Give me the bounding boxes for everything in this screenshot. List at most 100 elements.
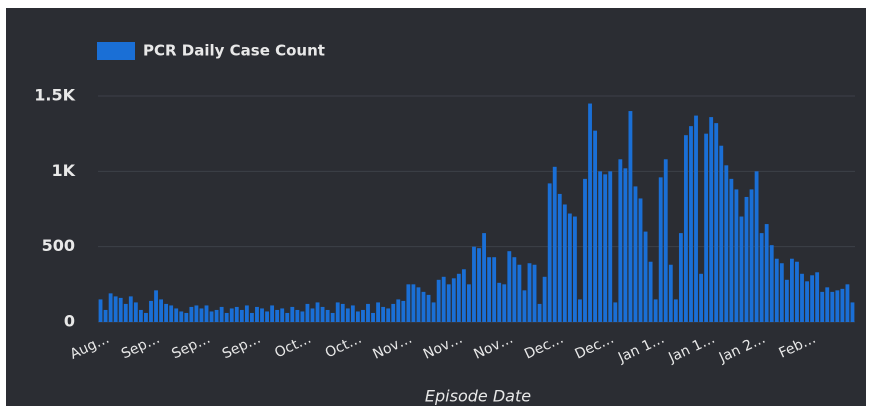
- bar: [537, 303, 542, 322]
- bar: [552, 166, 557, 322]
- bar: [628, 111, 633, 322]
- bar: [704, 133, 709, 322]
- bar: [361, 309, 365, 322]
- bar: [391, 303, 396, 322]
- bar: [759, 233, 764, 322]
- bar: [265, 311, 269, 322]
- bar: [401, 300, 406, 322]
- bar: [103, 309, 108, 322]
- bar: [174, 308, 179, 322]
- bar: [280, 308, 285, 322]
- bar: [562, 204, 567, 322]
- bar: [547, 183, 552, 322]
- bar: [663, 159, 668, 322]
- bar: [714, 123, 719, 323]
- bar: [779, 263, 784, 322]
- bar: [734, 189, 739, 322]
- bar: [371, 312, 375, 322]
- bar: [603, 174, 608, 322]
- bar: [451, 278, 456, 322]
- bar: [244, 305, 249, 322]
- bar: [557, 193, 562, 322]
- bar: [310, 308, 315, 322]
- bar: [850, 302, 855, 322]
- bar: [532, 264, 537, 322]
- bar: [199, 308, 204, 322]
- bar: [522, 290, 527, 322]
- bar: [684, 135, 688, 322]
- bar: [154, 290, 158, 322]
- bar: [805, 281, 809, 322]
- bar: [98, 299, 103, 322]
- bar: [335, 302, 340, 322]
- bar: [436, 279, 441, 322]
- bar: [123, 303, 128, 322]
- bar: [396, 299, 401, 322]
- bar: [416, 287, 421, 322]
- bar: [583, 178, 587, 322]
- bar: [527, 263, 532, 322]
- bar: [673, 299, 678, 322]
- bar: [830, 291, 835, 322]
- bar: [567, 213, 572, 322]
- bar: [295, 309, 300, 322]
- y-tick-label: 500: [42, 236, 75, 255]
- bar: [643, 231, 648, 322]
- bar: [461, 269, 466, 322]
- bar: [209, 311, 214, 322]
- bar: [214, 309, 219, 322]
- bar: [729, 178, 734, 322]
- bar: [290, 306, 295, 322]
- bar: [623, 168, 628, 322]
- bar: [255, 306, 259, 322]
- bar: [194, 305, 199, 322]
- bar: [345, 308, 350, 322]
- bar: [219, 306, 224, 322]
- bar: [325, 309, 330, 322]
- x-axis-title: Episode Date: [425, 387, 531, 406]
- bar: [769, 245, 774, 322]
- bar: [653, 299, 658, 322]
- bar: [456, 273, 461, 322]
- bar: [441, 276, 446, 322]
- bar: [224, 312, 229, 322]
- bar: [739, 216, 744, 322]
- bar: [184, 312, 189, 322]
- bar: [467, 284, 471, 322]
- bar: [744, 196, 749, 322]
- bar: [386, 308, 391, 322]
- bar: [507, 251, 512, 322]
- bar: [572, 216, 577, 322]
- bar: [285, 312, 290, 322]
- bar: [613, 302, 618, 322]
- bar: [477, 248, 481, 322]
- bar: [709, 117, 714, 323]
- bar: [270, 305, 275, 322]
- bar: [366, 303, 370, 322]
- bar: [502, 284, 507, 322]
- bar: [381, 306, 386, 322]
- bar: [764, 224, 769, 322]
- bar: [406, 284, 411, 322]
- bar: [340, 303, 345, 322]
- bar: [795, 261, 799, 322]
- bar: [144, 312, 148, 322]
- bar: [229, 308, 234, 322]
- legend-label: PCR Daily Case Count: [143, 42, 325, 60]
- bar: [159, 299, 164, 322]
- bar: [815, 272, 820, 322]
- bar: [825, 287, 830, 322]
- bar: [497, 282, 502, 322]
- bar: [446, 284, 451, 322]
- bar: [149, 300, 153, 322]
- bar: [350, 305, 355, 322]
- bar: [689, 126, 693, 322]
- y-tick-label: 1K: [51, 161, 75, 180]
- bar: [774, 258, 779, 322]
- bar: [472, 246, 476, 322]
- bar: [608, 171, 613, 322]
- y-tick-label: 0: [64, 312, 75, 331]
- bar: [658, 177, 663, 322]
- bar: [820, 291, 825, 322]
